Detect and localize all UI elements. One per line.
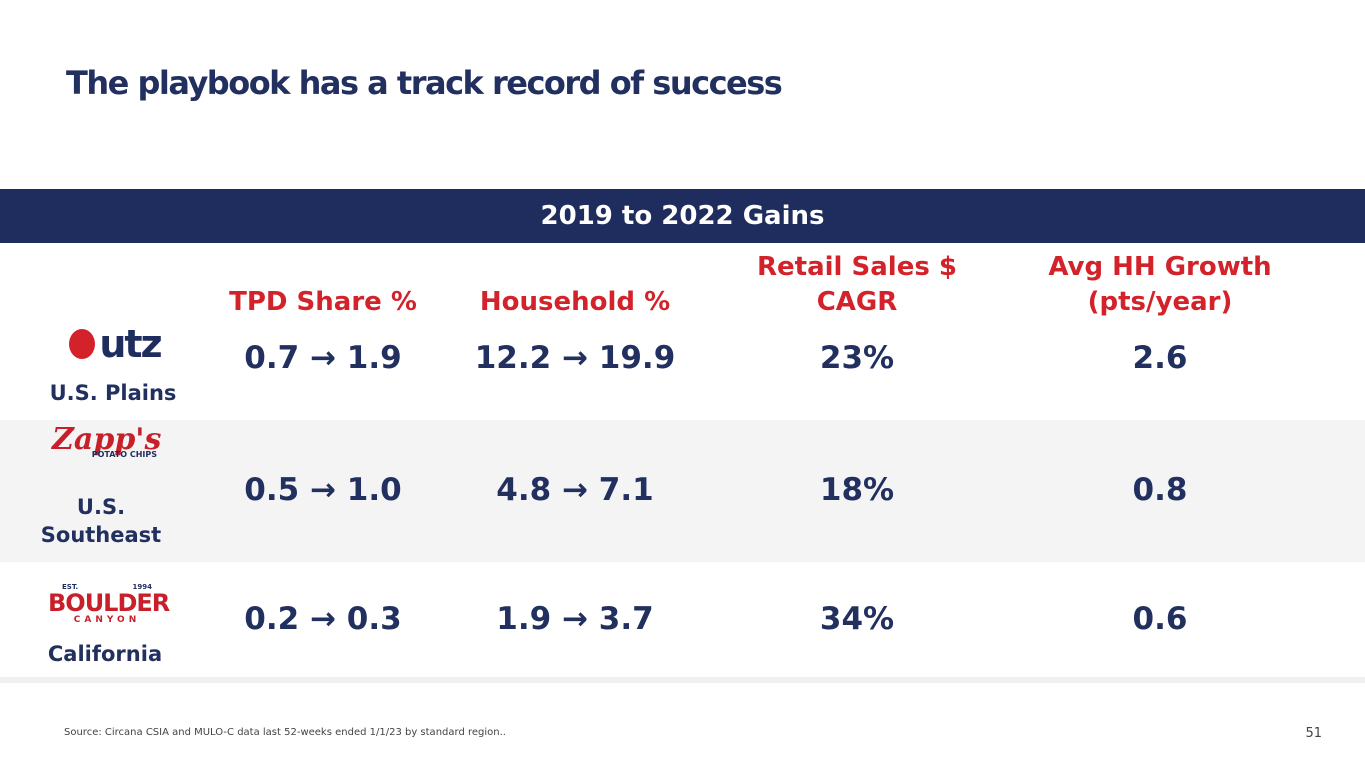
brand-logo: utz <box>60 322 170 366</box>
logo-text: CANYON <box>73 615 141 625</box>
row-background <box>0 420 1365 562</box>
source-note: Source: Circana CSIA and MULO-C data las… <box>64 727 506 738</box>
page-number: 51 <box>1305 726 1322 741</box>
table-cell: 23% <box>819 340 895 376</box>
column-header: Household % <box>479 287 671 317</box>
table-cell: 0.8 <box>1132 472 1188 508</box>
row-divider <box>0 677 1365 683</box>
brand-logo: EST. 1994 BOULDER CANYON <box>48 583 170 625</box>
region-label: U.S. Plains <box>49 381 177 405</box>
table-cell: 12.2 → 19.9 <box>474 340 676 376</box>
table-cell: 2.6 <box>1132 340 1188 376</box>
title: The playbook has a track record of succe… <box>66 64 783 102</box>
logo-text: utz <box>99 322 162 366</box>
column-header: Retail Sales $ CAGR <box>757 252 957 317</box>
logo-text: EST. <box>62 583 79 591</box>
table-cell: 0.2 → 0.3 <box>244 601 402 637</box>
logo-text: BOULDER <box>48 589 170 617</box>
banner: 2019 to 2022 Gains <box>0 189 1365 243</box>
logo-text: Zapp's <box>52 422 162 457</box>
table-cell: 4.8 → 7.1 <box>496 472 654 508</box>
table-cell: 18% <box>819 472 895 508</box>
table-cell: 0.6 <box>1132 601 1188 637</box>
logo-text: POTATO CHIPS <box>91 450 157 459</box>
logo-text: 1994 <box>132 583 152 591</box>
brand-logo: Zapp's POTATO CHIPS <box>52 422 162 459</box>
table-cell: 0.7 → 1.9 <box>244 340 402 376</box>
table-cell: 0.5 → 1.0 <box>244 472 402 508</box>
region-label: U.S. Southeast <box>40 495 162 547</box>
table-cell: 34% <box>819 601 895 637</box>
region-label: California <box>47 642 163 666</box>
column-header: Avg HH Growth (pts/year) <box>1048 252 1272 317</box>
table-cell: 1.9 → 3.7 <box>496 601 654 637</box>
column-header: TPD Share % <box>229 287 417 317</box>
